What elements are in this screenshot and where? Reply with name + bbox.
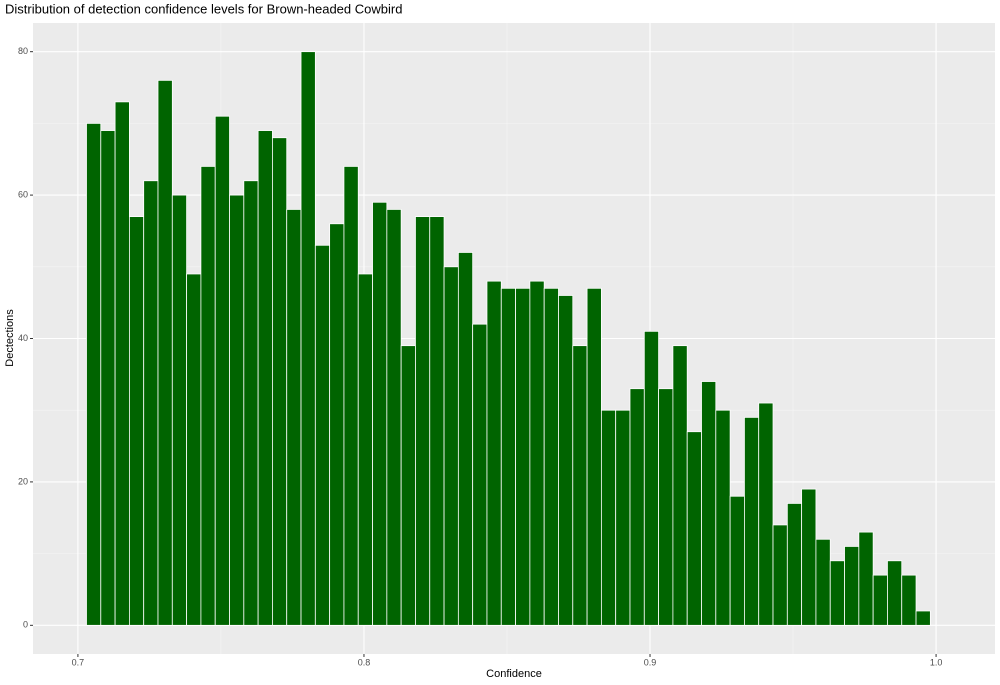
- bar: [529, 280, 545, 626]
- bar: [400, 345, 416, 626]
- bar: [500, 287, 516, 626]
- bar: [558, 295, 574, 626]
- bar: [386, 209, 402, 626]
- bar: [114, 101, 130, 626]
- x-axis-title: Confidence: [486, 668, 542, 680]
- bar: [243, 180, 259, 626]
- bar: [171, 194, 188, 626]
- bar: [801, 488, 817, 626]
- bar: [686, 431, 702, 626]
- y-tick-label: 80: [18, 46, 28, 56]
- bar: [343, 166, 359, 626]
- bar: [915, 610, 931, 626]
- bar: [129, 216, 145, 626]
- bar: [901, 574, 917, 626]
- bar: [286, 209, 302, 626]
- y-tick-label: 0: [23, 620, 28, 630]
- x-tick-label: 0.8: [358, 657, 371, 667]
- bar: [357, 273, 373, 626]
- y-axis-title: Dectections: [4, 309, 16, 367]
- bar: [643, 330, 660, 626]
- bar: [887, 560, 903, 626]
- bar: [300, 51, 316, 626]
- bar: [429, 216, 445, 626]
- bar: [415, 216, 431, 626]
- bar: [272, 137, 288, 626]
- bar: [314, 244, 331, 626]
- bar: [372, 201, 388, 626]
- bar: [758, 402, 774, 626]
- x-tick-label: 1.0: [930, 657, 943, 667]
- bar: [486, 280, 502, 626]
- bar: [786, 503, 803, 626]
- chart-title: Distribution of detection confidence lev…: [5, 1, 402, 16]
- bar: [600, 409, 617, 626]
- bar: [729, 495, 745, 626]
- bar: [100, 130, 116, 626]
- bar: [443, 266, 459, 626]
- bar: [701, 381, 717, 626]
- bar: [229, 194, 245, 626]
- y-tick-label: 40: [18, 333, 28, 343]
- bar: [143, 180, 159, 626]
- bar: [844, 546, 860, 626]
- y-tick-label: 20: [18, 476, 28, 486]
- bar: [815, 538, 831, 626]
- bar: [772, 524, 788, 626]
- x-tick-label: 0.9: [644, 657, 657, 667]
- bar: [515, 287, 531, 626]
- bar: [829, 560, 845, 626]
- bar: [186, 273, 202, 626]
- bar: [629, 388, 645, 626]
- x-tick-label: 0.7: [72, 657, 85, 667]
- bar: [615, 409, 631, 626]
- bar: [457, 252, 474, 626]
- bar: [472, 323, 488, 626]
- bar: [658, 388, 674, 626]
- bar: [86, 122, 102, 626]
- bar: [715, 409, 731, 626]
- bar: [572, 345, 588, 626]
- bar: [744, 416, 760, 626]
- bar: [329, 223, 345, 626]
- bar: [257, 130, 273, 626]
- bar: [157, 79, 173, 626]
- bar: [200, 166, 216, 626]
- bar: [858, 531, 874, 626]
- bar: [586, 287, 602, 626]
- bar: [672, 345, 688, 626]
- bar: [214, 115, 230, 626]
- bar: [872, 574, 888, 626]
- bar: [543, 287, 559, 626]
- y-tick-label: 60: [18, 189, 28, 199]
